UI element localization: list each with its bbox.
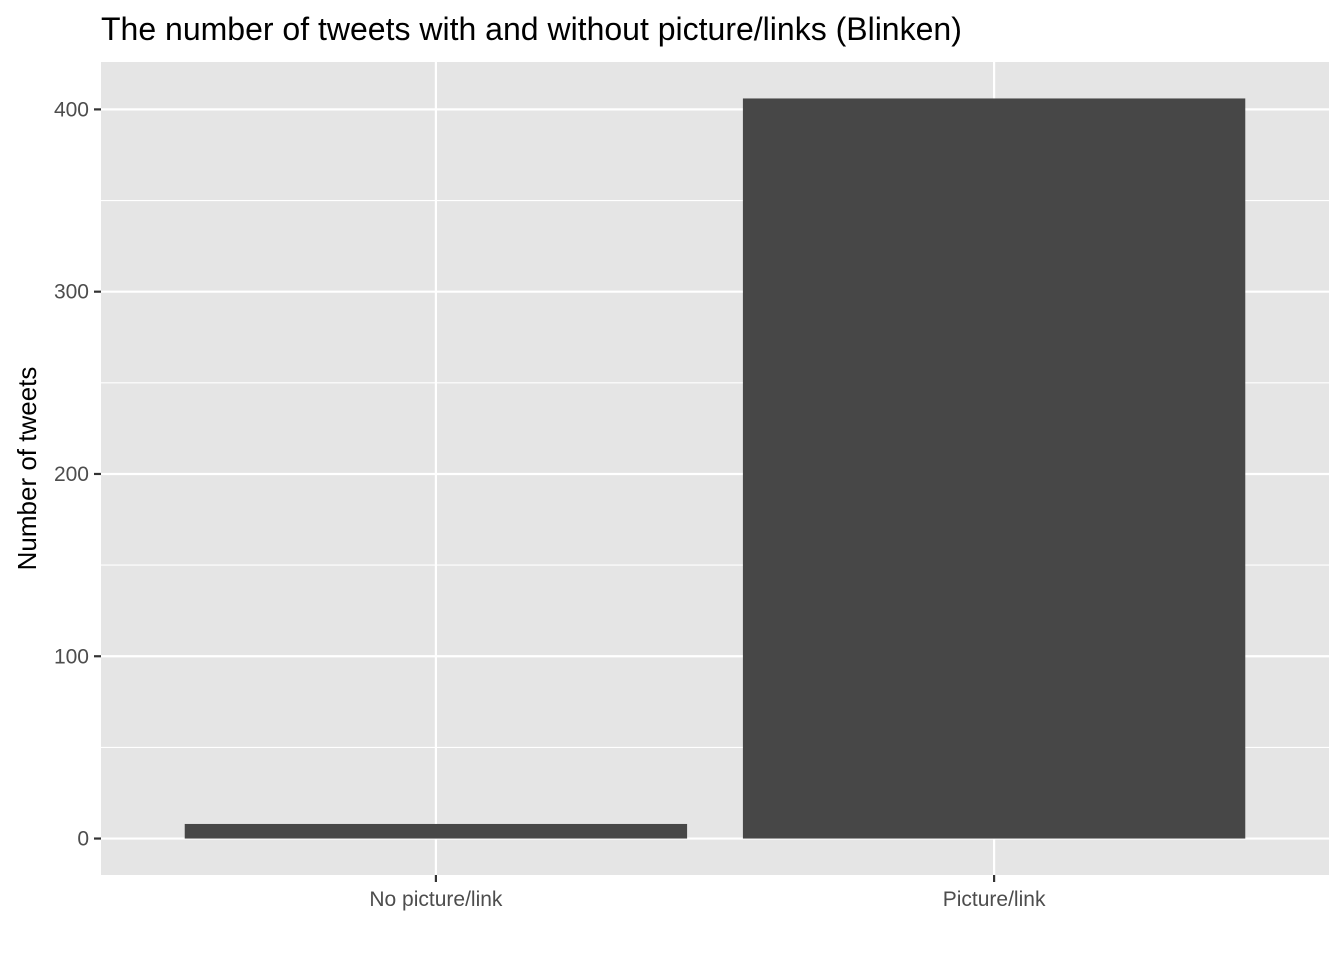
y-axis: 0 100 200 300 400 [54,98,101,851]
bar-picture-link [742,98,1246,839]
y-tick-label: 400 [54,98,89,121]
y-tick-label: 0 [77,828,89,851]
y-tick-label: 300 [54,281,89,304]
x-axis: No picture/link Picture/link [369,875,1046,911]
x-tick-label: Picture/link [943,888,1046,911]
y-axis-title: Number of tweets [12,367,42,571]
y-tick-label: 200 [54,463,89,486]
y-tick-label: 100 [54,645,89,668]
x-tick-label: No picture/link [369,888,503,911]
bars [184,98,1246,839]
chart-title: The number of tweets with and without pi… [101,11,962,47]
bar-no-picture-link [184,823,688,839]
